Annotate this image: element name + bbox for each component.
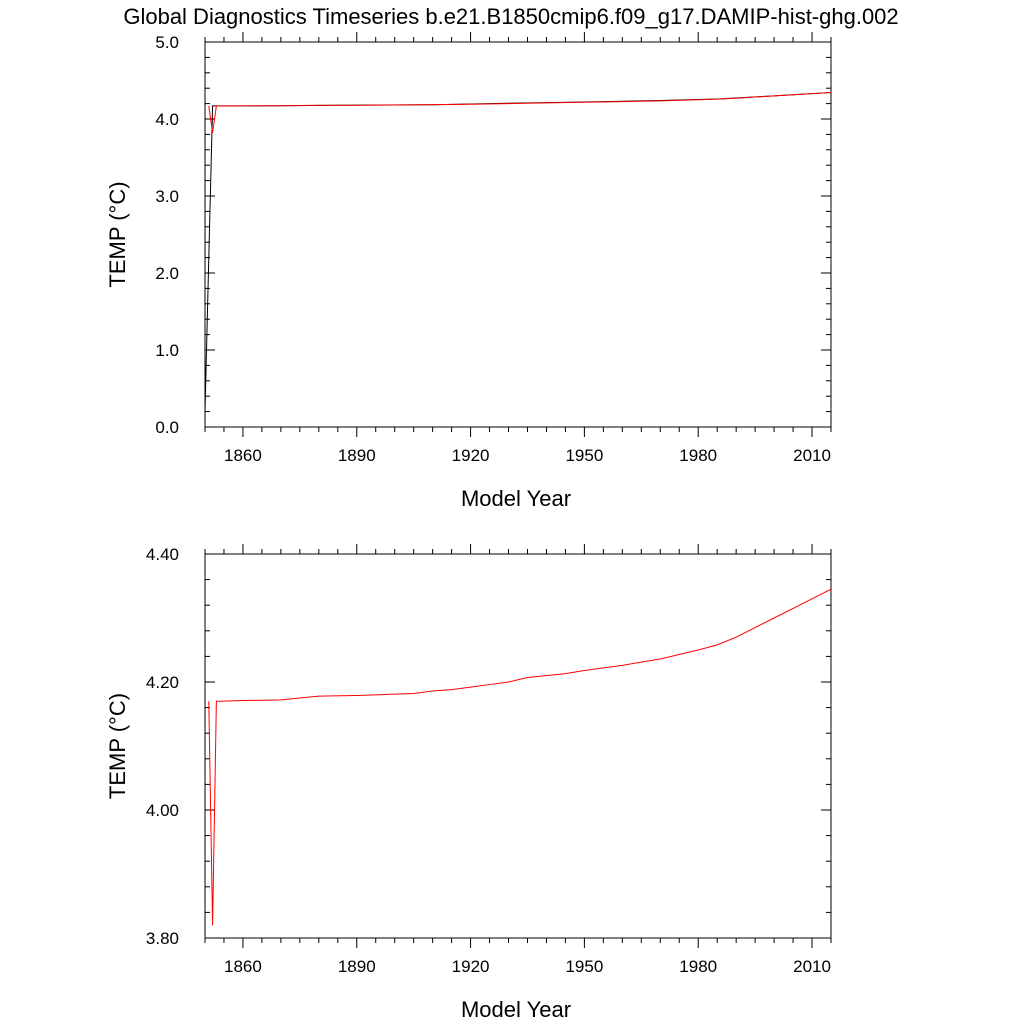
top-y-tick-label: 2.0 (155, 264, 179, 283)
bottom-y-ticks: 3.80 4.00 4.20 4.40 (146, 545, 831, 948)
bottom-y-tick-label: 4.00 (146, 801, 179, 820)
top-y-tick-label: 4.0 (155, 110, 179, 129)
bottom-y-tick-label: 4.20 (146, 673, 179, 692)
bottom-series-line-1 (208, 588, 831, 926)
top-series-group (205, 91, 831, 412)
figure-title: Global Diagnostics Timeseries b.e21.B185… (123, 4, 898, 29)
top-x-tick-label: 1860 (224, 446, 262, 465)
bottom-timeseries-panel: 1860 1890 1920 1950 1980 2010 3.80 4.00 4.20 4.40… (105, 544, 832, 1022)
top-y-tick-label: 1.0 (155, 341, 179, 360)
bottom-x-tick-label: 2010 (793, 957, 831, 976)
bottom-x-tick-label: 1980 (679, 957, 717, 976)
bottom-series-group (208, 588, 831, 926)
top-y-ticks: 0.0 1.0 2.0 3.0 4.0 5.0 (155, 33, 831, 437)
top-y-tick-label: 5.0 (155, 33, 179, 52)
bottom-x-tick-label: 1890 (338, 957, 376, 976)
top-x-tick-label: 1980 (679, 446, 717, 465)
top-series-line-2 (208, 91, 831, 133)
top-x-tick-label: 1950 (565, 446, 603, 465)
top-x-axis-label: Model Year (461, 486, 571, 511)
bottom-y-tick-label: 4.40 (146, 545, 179, 564)
bottom-x-ticks: 1860 1890 1920 1950 1980 2010 (204, 544, 832, 976)
top-y-axis-label: TEMP (°C) (105, 181, 130, 287)
bottom-y-axis-label: TEMP (°C) (105, 693, 130, 799)
top-y-tick-label: 0.0 (155, 418, 179, 437)
top-x-tick-label: 1890 (338, 446, 376, 465)
top-x-tick-label: 1920 (452, 446, 490, 465)
top-plot-frame (204, 41, 832, 428)
bottom-x-axis-label: Model Year (461, 997, 571, 1022)
bottom-x-tick-label: 1950 (565, 957, 603, 976)
top-timeseries-panel: 1860 1890 1920 1950 1980 2010 0.0 1.0 2.0 3.0 4.0 5… (105, 32, 832, 511)
top-x-tick-label: 2010 (793, 446, 831, 465)
bottom-plot-frame (204, 553, 832, 939)
top-y-tick-label: 3.0 (155, 187, 179, 206)
bottom-x-tick-label: 1860 (224, 957, 262, 976)
bottom-x-tick-label: 1920 (452, 957, 490, 976)
bottom-y-tick-label: 3.80 (146, 929, 179, 948)
top-x-ticks: 1860 1890 1920 1950 1980 2010 (204, 32, 832, 465)
